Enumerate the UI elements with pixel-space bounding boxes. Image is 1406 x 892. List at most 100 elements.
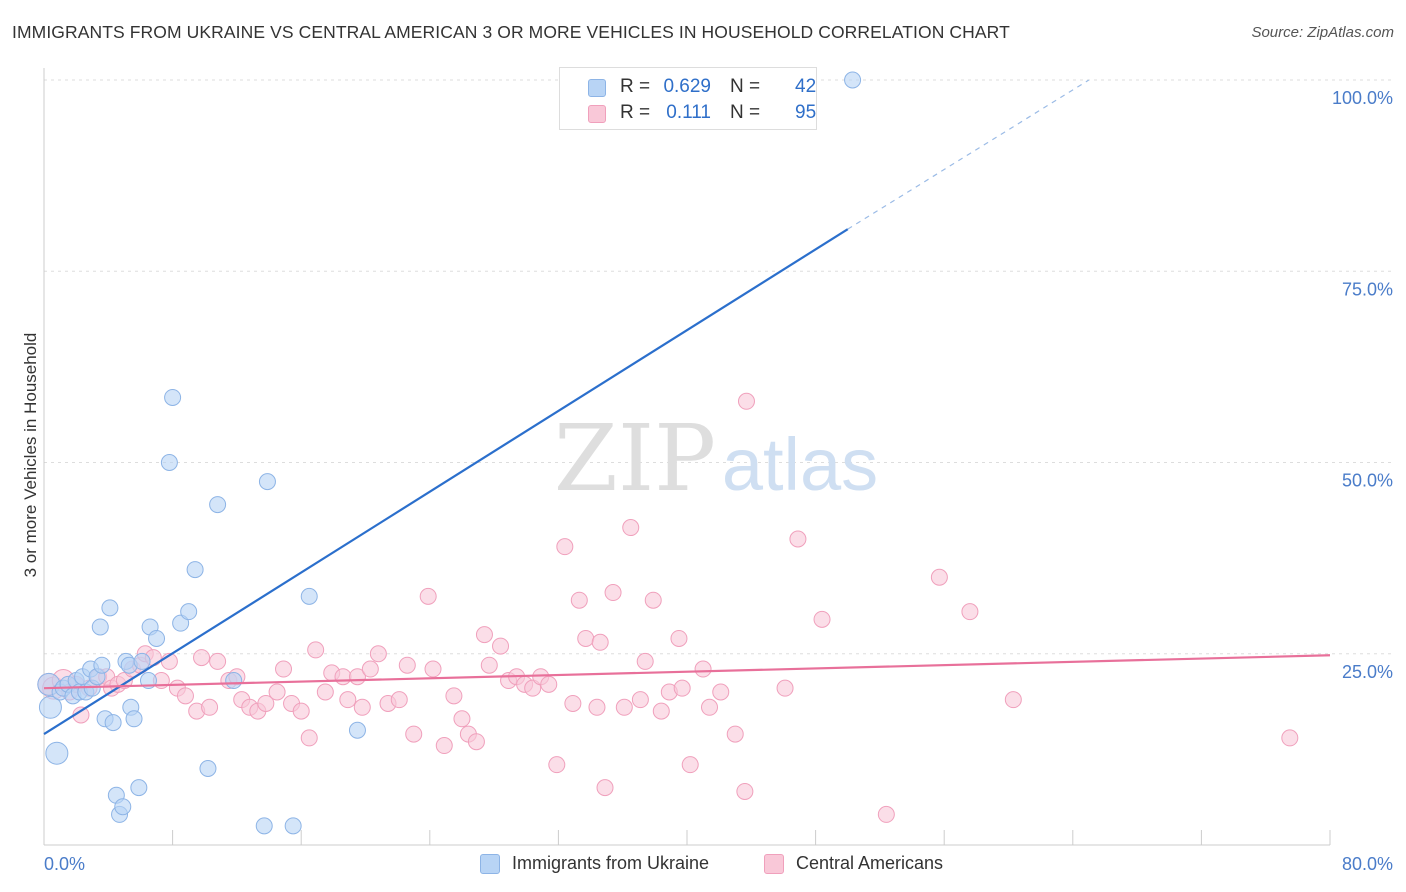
ukraine-point (186, 561, 204, 579)
ukraine-point (199, 760, 217, 777)
central-americans-point (813, 610, 831, 628)
central-americans-trendline (43, 654, 1331, 690)
central-americans-point (596, 779, 614, 797)
pink-swatch (588, 105, 606, 123)
central-americans-point (701, 698, 719, 716)
central-americans-point (540, 675, 558, 693)
ukraine-point (101, 599, 119, 617)
r-label: R = (620, 76, 651, 97)
central-americans-point (480, 656, 498, 674)
trendlines (43, 79, 1331, 736)
source-credit: Source: ZipAtlas.com (1251, 24, 1394, 41)
ukraine-trendline (43, 228, 849, 736)
y-tick-label: 100.0% (1332, 88, 1393, 108)
ukraine-point (284, 817, 302, 835)
n-label: N = (730, 102, 761, 123)
ukraine-point (348, 721, 366, 739)
central-americans-point (353, 698, 371, 716)
central-americans-point (961, 603, 979, 621)
central-americans-point (307, 641, 325, 659)
ukraine-point (93, 656, 111, 674)
ukraine-point (160, 454, 178, 471)
central-americans-point (604, 584, 622, 602)
central-americans-point (673, 679, 691, 697)
central-americans-point (1004, 691, 1022, 709)
central-americans-point (424, 660, 442, 678)
central-americans-point (591, 633, 609, 651)
central-americans-point (670, 629, 688, 647)
central-americans-point (475, 626, 493, 644)
central-americans-point (726, 725, 744, 743)
central-americans-point (636, 652, 654, 670)
y-tick-label: 25.0% (1342, 662, 1393, 682)
y-tick-label: 50.0% (1342, 471, 1393, 491)
central-americans-point (453, 710, 471, 728)
n-value: 95 (795, 102, 817, 123)
ukraine-point (180, 603, 198, 621)
central-americans-point (339, 691, 357, 709)
correlation-stats-box: R = 0.629 N = 42 R = 0.111 N = 95 (559, 67, 817, 130)
central-americans-point (877, 805, 895, 823)
legend-label: Central Americans (796, 853, 944, 873)
central-americans-point (257, 694, 275, 712)
central-americans-point (615, 698, 633, 716)
central-americans-point (419, 587, 437, 605)
central-americans-point (556, 538, 574, 556)
ukraine-point (300, 587, 318, 605)
ukraine-point (148, 629, 166, 647)
central-americans-point (275, 660, 293, 678)
zipatlas-watermark: ZIP atlas (554, 405, 878, 512)
central-americans-point (209, 652, 227, 670)
ukraine-point (225, 672, 243, 690)
ukraine-point (38, 695, 62, 719)
central-americans-point (737, 392, 755, 410)
ukraine-point (844, 71, 862, 89)
central-americans-point (300, 729, 318, 747)
central-americans-point (390, 691, 408, 709)
n-label: N = (730, 76, 761, 97)
central-americans-point (405, 725, 423, 743)
central-americans-point (445, 687, 463, 705)
central-americans-point (548, 756, 566, 774)
central-americans-point (492, 637, 510, 655)
y-axis-title: 3 or more Vehicles in Household (21, 332, 40, 578)
legend-label: Immigrants from Ukraine (512, 853, 710, 873)
watermark-atlas: atlas (722, 423, 878, 506)
central-americans-point (577, 629, 595, 647)
central-americans-point (588, 698, 606, 716)
central-americans-point (369, 645, 387, 663)
central-americans-point (652, 702, 670, 720)
central-americans-point (681, 756, 699, 774)
central-americans-point (193, 649, 211, 667)
central-americans-point (398, 656, 416, 674)
ukraine-point (104, 714, 122, 732)
central-americans-point (570, 591, 588, 609)
chart-title: IMMIGRANTS FROM UKRAINE VS CENTRAL AMERI… (12, 22, 1010, 42)
ukraine-point (255, 817, 273, 835)
ukraine-point (91, 618, 109, 636)
central-americans-point (776, 679, 794, 697)
r-value: 0.111 (666, 102, 711, 123)
x-tick-label: 80.0% (1342, 854, 1393, 874)
ukraine-point (209, 496, 227, 514)
central-americans-point (644, 591, 662, 609)
central-americans-point (334, 668, 352, 686)
central-americans-point (789, 530, 807, 548)
ukraine-point (133, 652, 151, 670)
central-americans-point (631, 691, 649, 709)
x-tick-label: 0.0% (44, 854, 85, 874)
ukraine-point (130, 779, 148, 797)
ukraine-point (258, 473, 276, 491)
central-americans-point (694, 660, 712, 678)
watermark-zip: ZIP (554, 405, 716, 512)
central-americans-point (316, 683, 334, 701)
central-americans-point (564, 694, 582, 712)
central-americans-point (622, 519, 640, 537)
r-value: 0.629 (663, 76, 711, 97)
central-americans-point (467, 733, 485, 751)
ukraine-trendline-extension (847, 79, 1090, 230)
central-americans-point (176, 687, 194, 705)
central-americans-point (292, 702, 310, 720)
central-americans-point (1281, 729, 1299, 747)
central-americans-point (268, 683, 286, 701)
